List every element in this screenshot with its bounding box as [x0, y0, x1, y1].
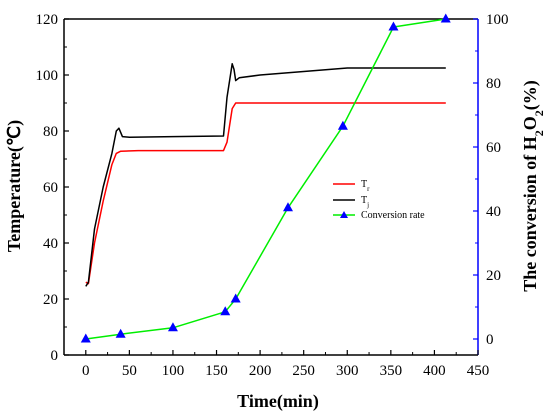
right-y-axis-title: The conversion of H2O2(%)	[520, 80, 546, 292]
left-y-tick-label: 80	[43, 124, 58, 140]
right-y-tick-label: 20	[486, 268, 501, 284]
plot-frame	[63, 18, 479, 356]
right-y-tick-label: 80	[486, 76, 501, 92]
left-y-tick-label: 0	[51, 348, 59, 364]
conversion-point	[337, 120, 348, 130]
x-axis: 0 50 100 150 200 250 300 350 400 450	[63, 350, 490, 379]
x-tick-label: 150	[205, 363, 228, 379]
legend-tj-label: Tj	[361, 195, 369, 209]
conversion-point	[282, 202, 293, 212]
left-y-axis: 0 20 40 60 80 100 120	[36, 12, 69, 364]
x-tick-label: 0	[82, 363, 90, 379]
conversion-point	[167, 322, 178, 332]
x-tick-label: 450	[467, 363, 490, 379]
left-y-tick-label: 60	[43, 180, 58, 196]
left-y-tick-label: 40	[43, 236, 58, 252]
left-y-axis-title: Temperature(℃)	[4, 120, 25, 252]
right-y-axis: 0 20 40 60 80 100	[473, 12, 509, 348]
legend-conversion-label: Conversion rate	[361, 210, 425, 221]
left-y-tick-label: 120	[36, 12, 59, 28]
legend: Tr Tj Conversion rate	[333, 179, 425, 221]
conversion-point	[115, 328, 126, 338]
x-tick-label: 50	[122, 363, 137, 379]
conversion-point	[440, 13, 451, 23]
series-layer	[80, 13, 451, 343]
right-y-tick-label: 0	[486, 332, 494, 348]
x-tick-label: 100	[162, 363, 185, 379]
left-y-tick-label: 20	[43, 292, 58, 308]
x-tick-label: 350	[380, 363, 403, 379]
conversion-point	[220, 306, 231, 316]
left-y-tick-label: 100	[36, 68, 59, 84]
legend-conversion-marker	[340, 211, 348, 218]
series-line-tr	[85, 102, 446, 285]
x-tick-label: 300	[336, 363, 359, 379]
x-tick-label: 400	[423, 363, 446, 379]
x-axis-title: Time(min)	[237, 391, 319, 412]
conversion-point	[230, 293, 241, 303]
legend-tr-label: Tr	[361, 179, 370, 193]
right-y-tick-label: 100	[486, 12, 509, 28]
x-tick-label: 250	[292, 363, 315, 379]
series-line-conversion-rate	[85, 18, 446, 340]
conversion-point	[80, 333, 91, 343]
series-line-tj	[85, 63, 446, 287]
x-tick-label: 200	[249, 363, 272, 379]
conversion-point	[388, 21, 399, 31]
right-y-tick-label: 60	[486, 140, 501, 156]
right-y-tick-label: 40	[486, 204, 501, 220]
